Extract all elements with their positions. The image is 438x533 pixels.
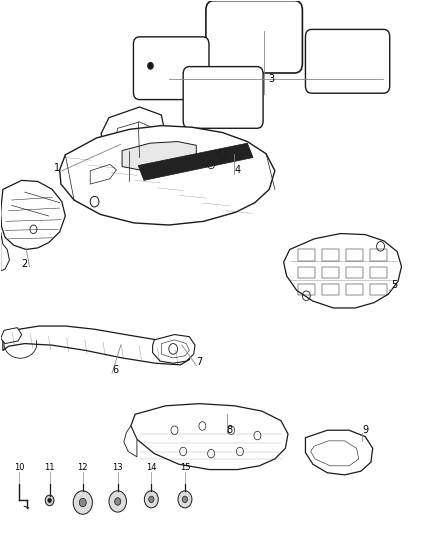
Text: 1: 1 bbox=[53, 163, 60, 173]
Circle shape bbox=[145, 491, 158, 508]
Circle shape bbox=[115, 498, 121, 505]
FancyBboxPatch shape bbox=[134, 37, 209, 100]
Circle shape bbox=[73, 491, 92, 514]
Circle shape bbox=[109, 491, 127, 512]
Polygon shape bbox=[101, 107, 166, 185]
FancyBboxPatch shape bbox=[183, 67, 263, 128]
Circle shape bbox=[48, 498, 51, 503]
Text: 8: 8 bbox=[227, 425, 233, 435]
Polygon shape bbox=[284, 233, 402, 308]
Text: 6: 6 bbox=[112, 365, 118, 375]
Circle shape bbox=[149, 496, 154, 503]
FancyBboxPatch shape bbox=[305, 29, 390, 93]
Polygon shape bbox=[122, 142, 196, 172]
Polygon shape bbox=[138, 143, 253, 180]
Polygon shape bbox=[1, 180, 65, 249]
Text: 10: 10 bbox=[14, 463, 24, 472]
Text: 3: 3 bbox=[268, 75, 274, 84]
Polygon shape bbox=[3, 326, 191, 365]
Text: 13: 13 bbox=[113, 463, 123, 472]
Circle shape bbox=[178, 491, 192, 508]
Text: 2: 2 bbox=[21, 259, 28, 269]
Polygon shape bbox=[1, 328, 21, 344]
Polygon shape bbox=[131, 403, 288, 470]
Circle shape bbox=[79, 498, 86, 507]
Text: 5: 5 bbox=[392, 280, 398, 290]
Polygon shape bbox=[60, 126, 275, 225]
Polygon shape bbox=[1, 232, 10, 271]
Text: 7: 7 bbox=[196, 357, 202, 367]
FancyBboxPatch shape bbox=[206, 1, 302, 73]
Text: 11: 11 bbox=[44, 463, 55, 472]
Text: 12: 12 bbox=[78, 463, 88, 472]
Polygon shape bbox=[124, 426, 137, 457]
Circle shape bbox=[148, 62, 153, 69]
Text: 14: 14 bbox=[146, 463, 156, 472]
Circle shape bbox=[45, 495, 54, 506]
Polygon shape bbox=[305, 430, 373, 475]
Circle shape bbox=[182, 496, 187, 503]
Text: 15: 15 bbox=[180, 463, 190, 472]
Text: 9: 9 bbox=[362, 425, 368, 435]
Polygon shape bbox=[152, 335, 195, 364]
Text: 4: 4 bbox=[234, 165, 240, 175]
Polygon shape bbox=[130, 180, 153, 203]
